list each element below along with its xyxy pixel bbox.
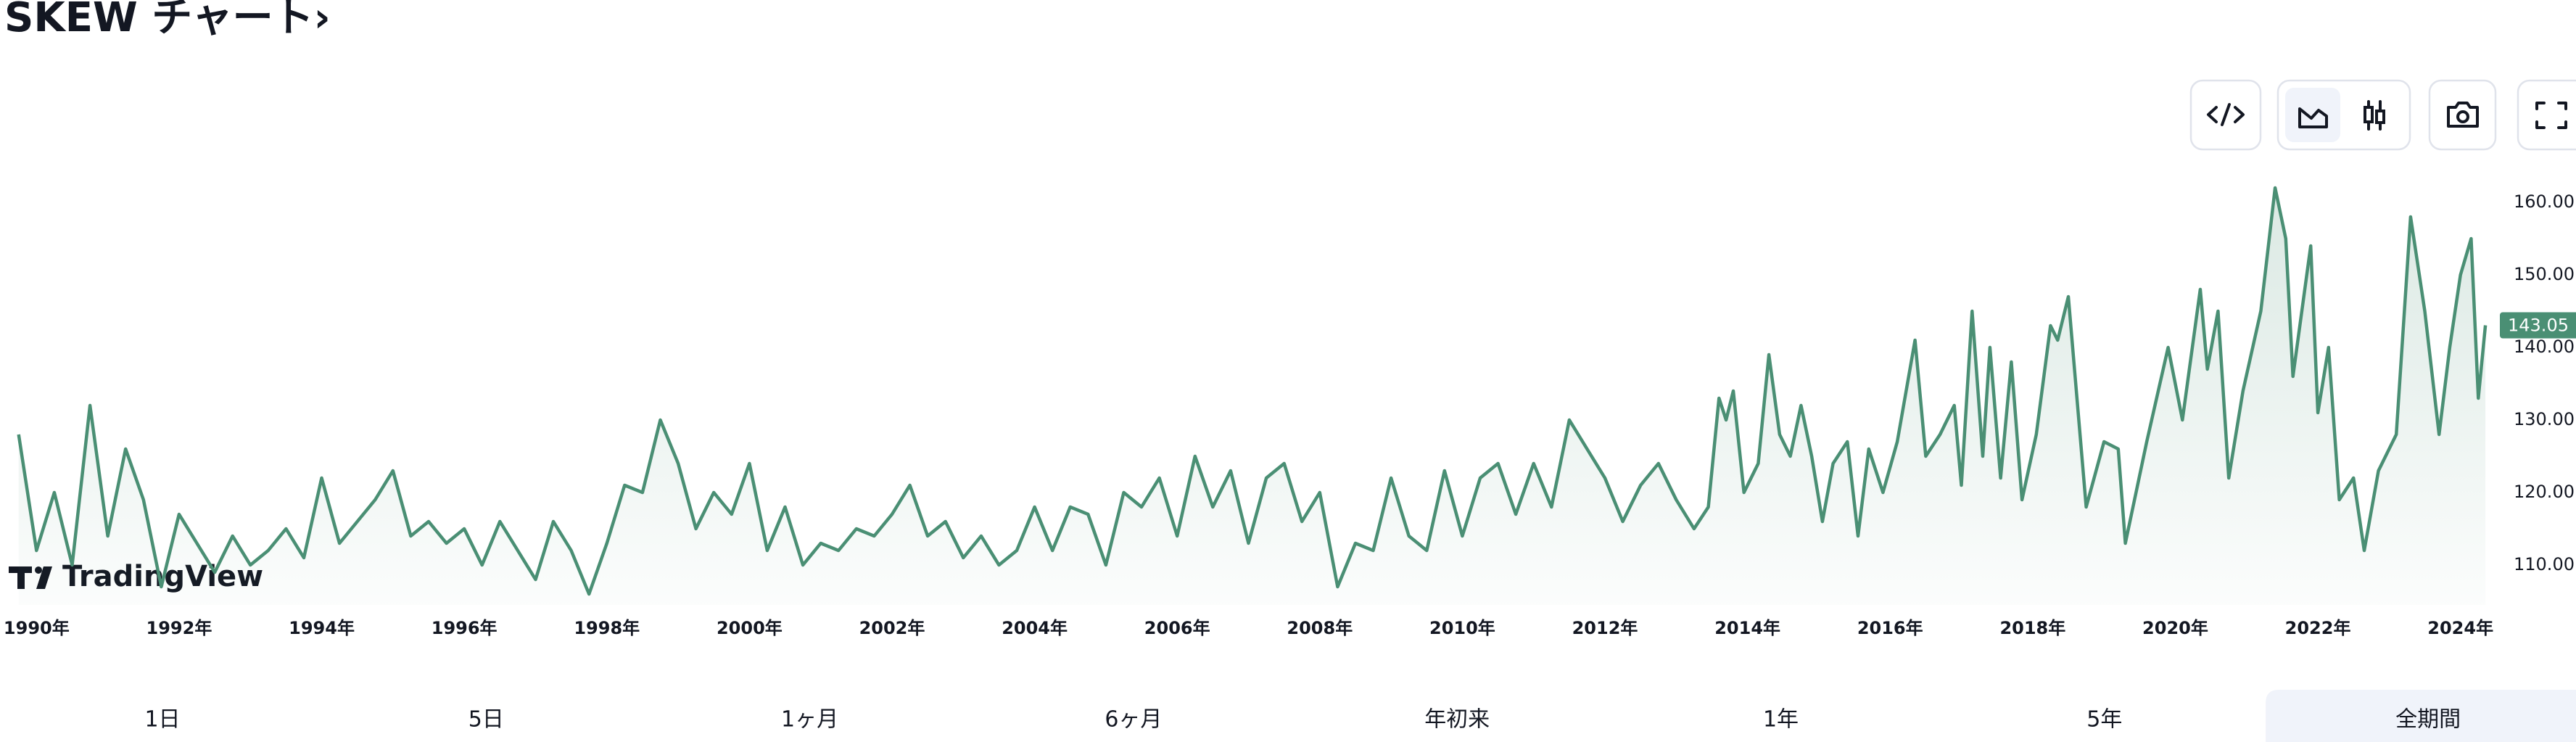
range-tab[interactable]: 1年	[1763, 707, 1799, 733]
x-tick-label: 2022年	[2285, 618, 2351, 638]
y-tick-label: 110.00	[2514, 554, 2575, 574]
line	[17, 186, 2488, 596]
x-tick-label: 2018年	[1999, 618, 2065, 638]
screenshot-button[interactable]	[2428, 79, 2497, 151]
range-tab[interactable]: 5日	[468, 707, 504, 733]
area-style-button[interactable]	[2285, 88, 2340, 142]
x-tick-label: 2006年	[1144, 618, 1210, 638]
y-tick-label: 140.00	[2514, 337, 2575, 357]
y-tick-label: 120.00	[2514, 482, 2575, 502]
fullscreen-button[interactable]	[2517, 79, 2576, 151]
range-tab-label: 1ヶ月	[781, 707, 838, 733]
x-tick-label: 2000年	[717, 618, 783, 638]
x-tick-label: 2004年	[1002, 618, 1068, 638]
plot: 143.05 110.00 120.00 130.00 140.00 150.00 160.…	[4, 186, 2576, 638]
x-tick-label: 2014年	[1714, 618, 1780, 638]
candle-style-button[interactable]	[2364, 100, 2385, 131]
range-tabs: 1日 5日 1ヶ月 6ヶ月 年初来 1年 5年 全期間	[144, 690, 2576, 742]
x-tick-label: 2002年	[859, 618, 925, 638]
range-tab-label: 6ヶ月	[1105, 707, 1162, 733]
x-tick-label: 2008年	[1287, 618, 1353, 638]
last-value-label: 143.05	[2508, 316, 2569, 336]
x-tick-label: 1990年	[4, 618, 70, 638]
embed-button[interactable]	[2189, 79, 2262, 151]
page-title: SKEW チャート›	[4, 0, 331, 41]
y-tick-label: 160.00	[2514, 191, 2575, 212]
range-tab[interactable]: 全期間	[2266, 690, 2576, 742]
x-tick-label: 2020年	[2142, 618, 2208, 638]
y-tick-label: 150.00	[2514, 264, 2575, 284]
range-tab[interactable]: 1ヶ月	[781, 707, 838, 733]
x-tick-label: 2016年	[1857, 618, 1923, 638]
y-tick-label: 130.00	[2514, 409, 2575, 429]
range-tab-label: 5年	[2086, 707, 2122, 733]
range-tab-label: 1日	[144, 707, 180, 733]
last-value-badge	[2500, 312, 2576, 339]
range-tab-label: 5日	[468, 707, 504, 733]
range-tab[interactable]: 6ヶ月	[1105, 707, 1162, 733]
chart-style-group	[2276, 79, 2411, 151]
x-tick-label: 1992年	[146, 618, 212, 638]
range-tab-label: 全期間	[2395, 707, 2461, 733]
x-tick-label: 2010年	[1429, 618, 1495, 638]
range-tab[interactable]: 5年	[2086, 707, 2122, 733]
x-tick-label: 2012年	[1572, 618, 1638, 638]
range-tab-label: 年初来	[1424, 707, 1490, 733]
x-tick-label: 2024年	[2427, 618, 2493, 638]
area	[18, 188, 2486, 605]
x-tick-label: 1996年	[432, 618, 498, 638]
range-tab-selected-bg	[2266, 690, 2576, 742]
range-tab-label: 1年	[1763, 707, 1799, 733]
range-tab[interactable]: 1日	[144, 707, 180, 733]
toolbar	[2189, 79, 2576, 151]
x-tick-label: 1994年	[289, 618, 355, 638]
x-tick-label: 1998年	[574, 618, 640, 638]
range-tab[interactable]: 年初来	[1424, 707, 1490, 733]
